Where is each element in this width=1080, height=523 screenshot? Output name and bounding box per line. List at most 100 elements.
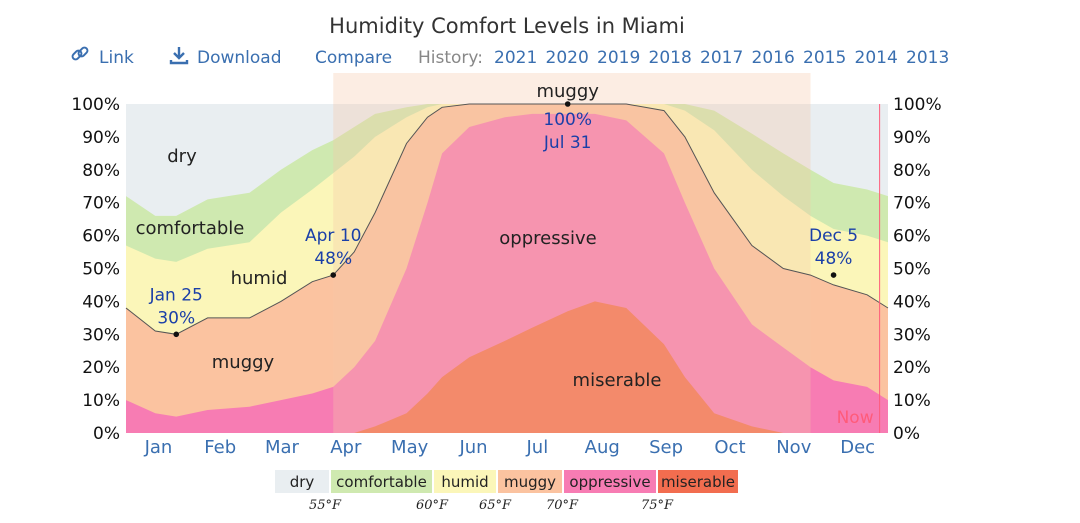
y-tick-label-right: 10% [893, 391, 931, 411]
history-year-2021[interactable]: 2021 [494, 48, 537, 68]
y-tick-label-right: 70% [893, 194, 931, 214]
compare-button[interactable]: Compare [315, 48, 392, 68]
y-tick-label-right: 50% [893, 260, 931, 280]
plot-area: Now muggy dry comfortable humid muggy oppres… [125, 73, 889, 434]
history-label: History: [418, 48, 483, 68]
history-year-2013[interactable]: 2013 [906, 48, 949, 68]
annotation-marker [564, 101, 571, 107]
y-tick-label-right: 0% [893, 424, 920, 444]
legend-temperature: 65°F [479, 498, 512, 513]
legend-swatch-dry [275, 470, 329, 493]
area-oppressive [126, 113, 888, 434]
history-year-2017[interactable]: 2017 [700, 48, 743, 68]
x-tick-label: Mar [265, 437, 300, 458]
highlight-band-label: muggy [536, 81, 599, 102]
y-tick-label: 10% [82, 391, 120, 411]
legend-label-comfortable: comfortable [336, 473, 427, 491]
y-tick-label-right: 40% [893, 292, 931, 312]
x-tick-label: Jul [525, 437, 548, 458]
annotation-date-label: Jan 25 [149, 285, 203, 305]
legend-label-oppressive: oppressive [569, 473, 650, 491]
legend-temperature: 55°F [309, 498, 342, 513]
history-year-2018[interactable]: 2018 [649, 48, 692, 68]
y-tick-label: 80% [82, 161, 120, 181]
median-humidity-line [125, 103, 889, 335]
legend-temperature: 60°F [416, 498, 449, 513]
x-tick-label: Nov [776, 437, 811, 458]
y-tick-label: 100% [71, 95, 120, 115]
y-tick-label-right: 100% [893, 95, 942, 115]
download-label: Download [197, 48, 282, 68]
history-year-2014[interactable]: 2014 [855, 48, 898, 68]
x-tick-label: Jun [458, 437, 487, 458]
y-tick-label: 20% [82, 358, 120, 378]
legend-temperature: 70°F [546, 498, 579, 513]
link-label: Link [99, 48, 134, 68]
history-year-2019[interactable]: 2019 [597, 48, 640, 68]
annotation-marker [173, 331, 180, 338]
history-year-2016[interactable]: 2016 [752, 48, 795, 68]
x-tick-label: Jan [144, 437, 173, 458]
x-axis: Jan Feb Mar Apr May Jun Jul Aug Sep Oct Nov Dec [144, 437, 875, 458]
y-tick-label: 50% [82, 260, 120, 280]
y-tick-label: 40% [82, 292, 120, 312]
history-year-links: 2021 2020 2019 2018 2017 2016 2015 2014 2013 [494, 48, 949, 68]
annotation-value-label: 100% [543, 110, 592, 130]
download-button[interactable]: Download [169, 47, 282, 68]
legend-temperature: 75°F [641, 498, 674, 513]
y-tick-label: 30% [82, 325, 120, 345]
zone-label-humid: humid [231, 268, 288, 289]
zone-label-dry: dry [167, 146, 197, 167]
legend-swatch-comfortable [331, 470, 432, 493]
link-icon [71, 46, 89, 61]
y-axis-left: 0% 10% 20% 30% 40% 50% 60% 70% 80% 90% 100% [71, 95, 120, 444]
x-tick-label: Sep [649, 437, 683, 458]
legend-label-dry: dry [290, 473, 315, 491]
annotation-marker [830, 272, 837, 278]
zone-label-oppressive: oppressive [499, 228, 596, 249]
zone-label-comfortable: comfortable [136, 218, 245, 239]
annotation-value-label: 48% [314, 249, 352, 269]
legend-label-miserable: miserable [661, 473, 735, 491]
zone-labels: dry comfortable humid muggy oppressive misera… [136, 146, 662, 391]
x-tick-label: Feb [204, 437, 236, 458]
y-tick-label: 90% [82, 128, 120, 148]
chart-toolbar: Link Download Compare History: 2021 2020 2… [71, 46, 949, 68]
annotation-value-label: 48% [815, 249, 853, 269]
annotation-date-label: Apr 10 [305, 226, 361, 246]
now-label: Now [837, 408, 874, 428]
y-axis-right: 0% 10% 20% 30% 40% 50% 60% 70% 80% 90% 100% [893, 95, 942, 444]
link-button[interactable]: Link [71, 46, 134, 68]
annotation-marker [330, 272, 337, 278]
history-year-2020[interactable]: 2020 [546, 48, 589, 68]
legend-swatch-miserable [658, 470, 738, 493]
legend-swatch-oppressive [564, 470, 656, 493]
x-tick-label: Dec [840, 437, 875, 458]
y-tick-label-right: 20% [893, 358, 931, 378]
annotations: Jan 25 30% Apr 10 48% 100% Jul 31 Dec 5 48% [149, 101, 858, 338]
x-tick-label: Apr [330, 437, 362, 458]
legend-label-muggy: muggy [504, 473, 556, 491]
zone-label-muggy: muggy [212, 352, 275, 373]
x-tick-label: May [391, 437, 429, 458]
y-tick-label-right: 90% [893, 128, 931, 148]
legend: dry comfortable humid muggy oppressive misera… [275, 470, 738, 513]
annotation-date-label: Dec 5 [809, 226, 858, 246]
chart-title: Humidity Comfort Levels in Miami [329, 14, 685, 38]
y-tick-label: 60% [82, 227, 120, 247]
muggy-highlight-band [333, 73, 811, 433]
y-tick-label-right: 30% [893, 325, 931, 345]
y-tick-label: 70% [82, 194, 120, 214]
x-tick-label: Oct [714, 437, 745, 458]
annotation-value-label: 30% [157, 308, 195, 328]
y-tick-label-right: 80% [893, 161, 931, 181]
history-year-2015[interactable]: 2015 [803, 48, 846, 68]
legend-label-humid: humid [441, 473, 488, 491]
download-icon [169, 47, 189, 65]
x-tick-label: Aug [585, 437, 620, 458]
y-tick-label-right: 60% [893, 227, 931, 247]
zone-label-miserable: miserable [573, 370, 662, 391]
legend-swatch-muggy [498, 470, 562, 493]
annotation-date-label: Jul 31 [543, 133, 592, 153]
